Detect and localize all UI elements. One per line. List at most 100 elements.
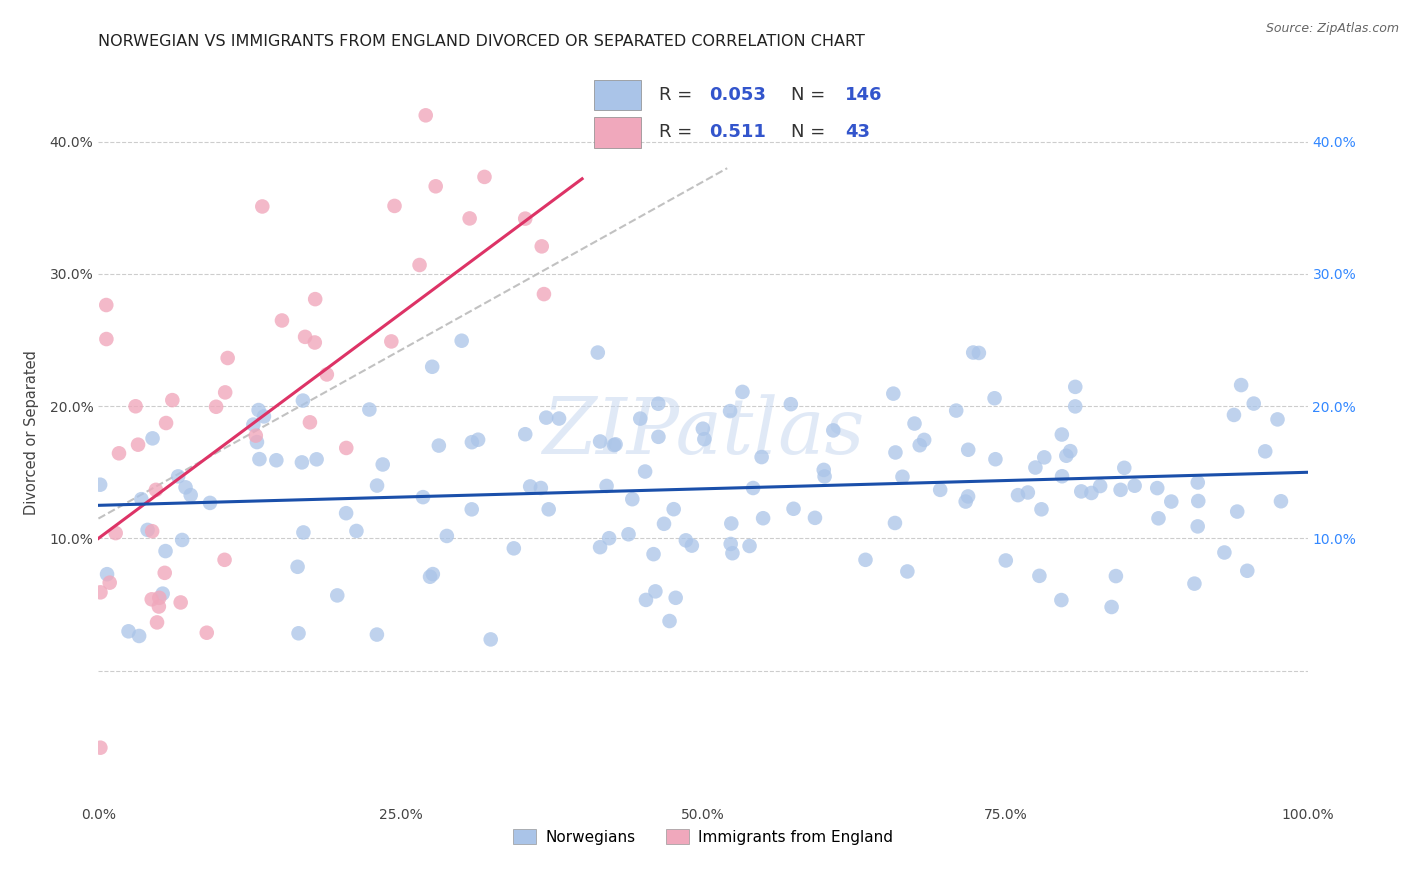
Point (884, 445, 907, 459)
Point (335, 506, 357, 520)
Point (957, 442, 980, 457)
FancyBboxPatch shape (595, 117, 641, 147)
Point (908, 438, 931, 452)
Text: 43: 43 (845, 123, 870, 141)
Point (589, 434, 612, 449)
Point (1088, 479, 1111, 493)
Point (1054, 449, 1077, 463)
Point (1101, 599, 1123, 614)
Point (643, 547, 665, 561)
Point (533, 287, 555, 301)
Point (420, 359, 443, 374)
Point (214, 553, 236, 567)
Point (96, 567, 118, 582)
Point (647, 430, 669, 444)
Point (1226, 505, 1249, 519)
Point (929, 483, 952, 497)
Point (450, 334, 472, 348)
Point (617, 527, 640, 541)
Text: R =: R = (659, 123, 703, 141)
Point (419, 570, 441, 584)
Point (1213, 545, 1236, 559)
Point (1267, 412, 1289, 426)
Point (141, 524, 163, 539)
Point (246, 435, 269, 450)
Point (366, 478, 388, 492)
Point (1160, 494, 1182, 508)
Point (665, 591, 688, 605)
Point (205, 400, 228, 414)
Point (1050, 593, 1073, 607)
Point (530, 481, 553, 495)
Point (304, 335, 326, 350)
Point (1254, 444, 1277, 458)
Point (1270, 494, 1292, 508)
Point (245, 428, 267, 442)
Point (98, 575, 121, 590)
Point (145, 483, 167, 497)
Point (136, 523, 159, 537)
Point (1059, 444, 1081, 458)
Point (89, 477, 111, 491)
Text: 0.053: 0.053 (709, 87, 766, 104)
Point (1033, 450, 1056, 465)
Point (298, 415, 321, 429)
Point (1031, 502, 1053, 516)
Point (1017, 485, 1039, 500)
Point (141, 592, 163, 607)
Point (326, 588, 349, 602)
Point (628, 411, 651, 425)
Point (502, 541, 524, 556)
Point (153, 566, 176, 580)
Point (415, 108, 437, 122)
Text: R =: R = (659, 87, 697, 104)
Point (315, 368, 337, 382)
Point (1230, 378, 1253, 392)
Point (271, 313, 294, 327)
Point (253, 409, 276, 424)
Y-axis label: Divorced or Separated: Divorced or Separated (24, 351, 38, 515)
Point (1050, 469, 1073, 483)
Point (1064, 380, 1087, 394)
Point (692, 422, 714, 436)
Point (148, 591, 170, 605)
Point (891, 469, 914, 483)
Point (252, 199, 274, 213)
Point (155, 544, 177, 558)
Point (266, 453, 288, 467)
Legend: Norwegians, Immigrants from England: Norwegians, Immigrants from England (508, 822, 898, 851)
Point (408, 258, 430, 272)
Point (896, 565, 918, 579)
Point (1187, 494, 1209, 508)
Point (1187, 519, 1209, 533)
Point (955, 494, 977, 508)
Text: NORWEGIAN VS IMMIGRANTS FROM ENGLAND DIVORCED OR SEPARATED CORRELATION CHART: NORWEGIAN VS IMMIGRANTS FROM ENGLAND DIV… (98, 34, 865, 49)
Point (882, 386, 904, 401)
Point (108, 446, 131, 460)
Point (148, 599, 170, 614)
Point (598, 531, 620, 545)
Point (813, 463, 835, 477)
Point (589, 540, 612, 554)
Point (813, 469, 835, 483)
Point (738, 539, 761, 553)
Point (823, 424, 845, 438)
Point (662, 502, 685, 516)
Text: Source: ZipAtlas.com: Source: ZipAtlas.com (1265, 22, 1399, 36)
Point (1007, 488, 1029, 502)
Point (720, 537, 742, 551)
Point (537, 502, 560, 516)
Point (634, 465, 657, 479)
Point (675, 533, 697, 548)
Text: 146: 146 (845, 87, 883, 104)
Point (359, 402, 381, 417)
Point (366, 627, 388, 641)
Point (721, 546, 744, 560)
Point (287, 626, 309, 640)
Point (461, 502, 484, 516)
Point (1223, 408, 1246, 422)
Point (172, 533, 194, 547)
Point (658, 614, 681, 628)
Point (1064, 400, 1087, 414)
Point (634, 593, 657, 607)
